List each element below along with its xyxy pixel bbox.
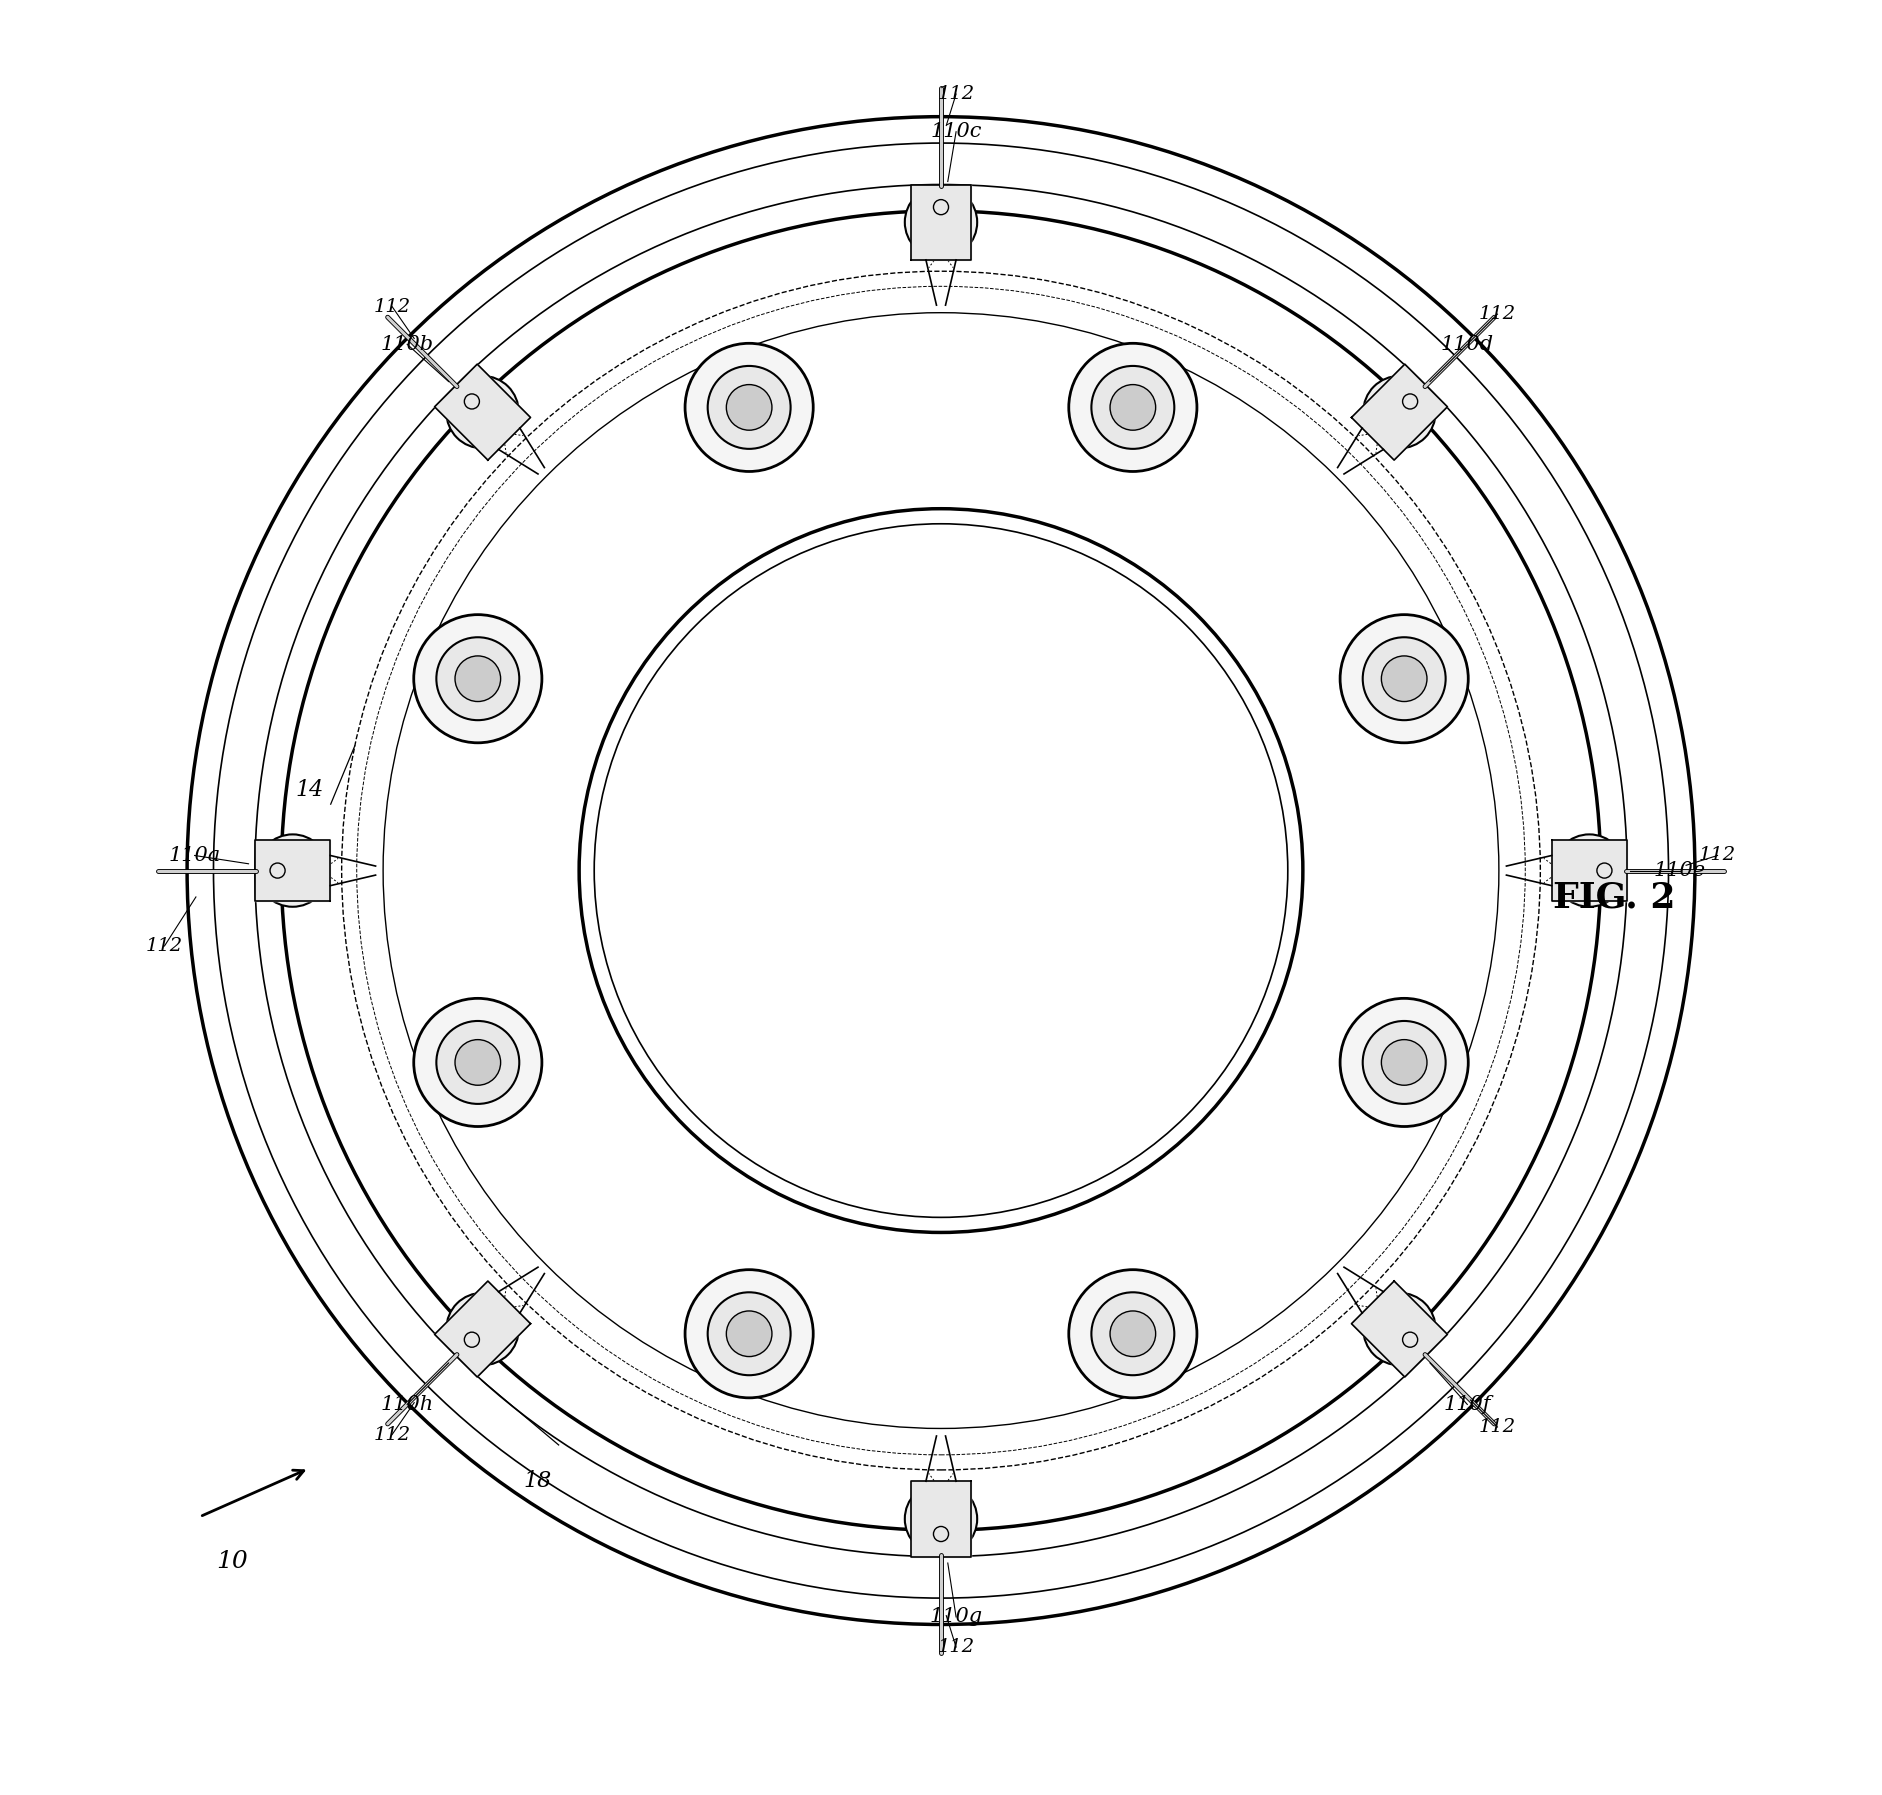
Circle shape — [1553, 835, 1626, 906]
Polygon shape — [1551, 840, 1628, 901]
Text: 112: 112 — [1699, 847, 1735, 865]
Text: 112: 112 — [1479, 1418, 1517, 1436]
Text: 110g: 110g — [930, 1608, 982, 1626]
Circle shape — [455, 1039, 501, 1086]
Text: 10: 10 — [216, 1551, 248, 1572]
Circle shape — [459, 1305, 506, 1353]
Polygon shape — [911, 1481, 971, 1556]
Circle shape — [685, 343, 813, 472]
Text: 110f: 110f — [1443, 1395, 1491, 1414]
Circle shape — [1363, 375, 1436, 449]
Circle shape — [1376, 388, 1423, 436]
Text: 110a: 110a — [169, 845, 220, 865]
Circle shape — [414, 614, 542, 743]
Circle shape — [1381, 1039, 1427, 1086]
Text: 18: 18 — [523, 1470, 551, 1492]
Circle shape — [1363, 1021, 1445, 1104]
Circle shape — [726, 384, 772, 431]
Circle shape — [1069, 1269, 1197, 1398]
Circle shape — [1381, 655, 1427, 702]
Circle shape — [1110, 1310, 1156, 1357]
Circle shape — [685, 1269, 813, 1398]
Text: 14: 14 — [295, 779, 324, 801]
Circle shape — [455, 655, 501, 702]
Circle shape — [269, 847, 316, 894]
Circle shape — [414, 998, 542, 1127]
Circle shape — [1376, 1305, 1423, 1353]
Circle shape — [917, 1495, 965, 1544]
Circle shape — [459, 388, 506, 436]
Circle shape — [437, 1021, 519, 1104]
Polygon shape — [911, 185, 971, 260]
Circle shape — [1092, 1292, 1174, 1375]
Circle shape — [726, 1310, 772, 1357]
Text: 110e: 110e — [1654, 862, 1705, 880]
Circle shape — [1340, 614, 1468, 743]
Text: 112: 112 — [373, 1425, 410, 1443]
Circle shape — [905, 187, 977, 258]
Circle shape — [1340, 998, 1468, 1127]
Circle shape — [446, 375, 519, 449]
Text: 112: 112 — [937, 1639, 975, 1657]
Polygon shape — [1351, 1282, 1447, 1377]
Text: FIG. 2: FIG. 2 — [1553, 881, 1675, 914]
Circle shape — [1092, 366, 1174, 449]
Circle shape — [256, 835, 329, 906]
Circle shape — [708, 366, 790, 449]
Text: 112: 112 — [1479, 305, 1517, 323]
Circle shape — [446, 1292, 519, 1366]
Text: 112: 112 — [373, 298, 410, 316]
Text: 112: 112 — [937, 84, 975, 102]
Circle shape — [1110, 384, 1156, 431]
Text: 110b: 110b — [380, 336, 433, 354]
Text: 110d: 110d — [1442, 336, 1494, 354]
Circle shape — [1566, 847, 1613, 894]
Circle shape — [708, 1292, 790, 1375]
Polygon shape — [435, 364, 531, 460]
Text: 112: 112 — [147, 937, 183, 955]
Text: 110c: 110c — [930, 122, 982, 142]
Circle shape — [1363, 1292, 1436, 1366]
Circle shape — [1069, 343, 1197, 472]
Polygon shape — [254, 840, 331, 901]
Circle shape — [1363, 637, 1445, 720]
Polygon shape — [1351, 364, 1447, 460]
Circle shape — [437, 637, 519, 720]
Circle shape — [905, 1483, 977, 1554]
Circle shape — [917, 197, 965, 246]
Polygon shape — [435, 1282, 531, 1377]
Text: 110h: 110h — [380, 1395, 433, 1414]
